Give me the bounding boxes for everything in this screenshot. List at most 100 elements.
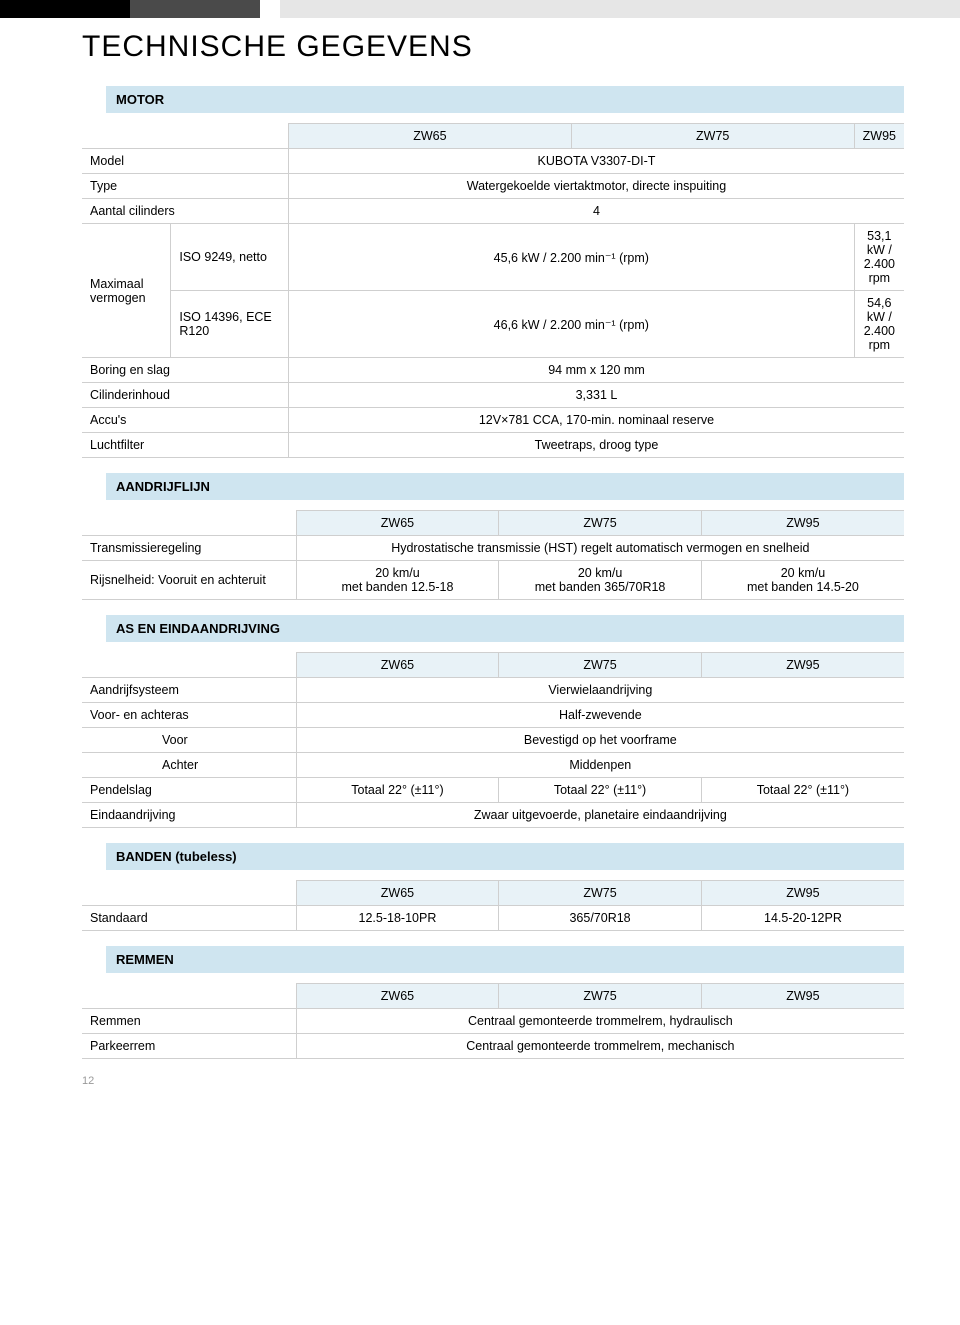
table-row: Achter Middenpen: [82, 753, 904, 778]
row-sublabel: ISO 14396, ECE R120: [171, 291, 289, 358]
row-value: 94 mm x 120 mm: [288, 358, 904, 383]
col-header: ZW75: [499, 881, 702, 906]
col-header: ZW75: [499, 511, 702, 536]
row-label: Pendelslag: [82, 778, 296, 803]
col-header: ZW65: [296, 511, 499, 536]
section-title-aandrijflijn: AANDRIJFLIJN: [106, 473, 904, 500]
row-label: Luchtfilter: [82, 433, 288, 458]
bar-black: [0, 0, 130, 18]
section-title-banden: BANDEN (tubeless): [106, 843, 904, 870]
table-header-row: ZW65 ZW75 ZW95: [82, 124, 904, 149]
table-row: ISO 14396, ECE R120 46,6 kW / 2.200 min⁻…: [82, 291, 904, 358]
row-value: Hydrostatische transmissie (HST) regelt …: [296, 536, 904, 561]
top-decorative-bars: [0, 0, 960, 18]
table-row: Model KUBOTA V3307-DI-T: [82, 149, 904, 174]
row-value: 20 km/umet banden 12.5-18: [296, 561, 499, 600]
row-value: Vierwielaandrijving: [296, 678, 904, 703]
col-header: ZW95: [701, 984, 904, 1009]
table-row: Maximaal vermogen ISO 9249, netto 45,6 k…: [82, 224, 904, 291]
row-value: Centraal gemonteerde trommelrem, mechani…: [296, 1034, 904, 1059]
table-row: Aandrijfsysteem Vierwielaandrijving: [82, 678, 904, 703]
bar-grey-dark: [130, 0, 260, 18]
row-value: 365/70R18: [499, 906, 702, 931]
row-value: 14.5-20-12PR: [701, 906, 904, 931]
col-header: ZW75: [499, 653, 702, 678]
table-aandrijflijn: ZW65 ZW75 ZW95 Transmissieregeling Hydro…: [82, 510, 904, 600]
content: TECHNISCHE GEGEVENS MOTOR ZW65 ZW75 ZW95…: [0, 30, 960, 1059]
row-label: Standaard: [82, 906, 296, 931]
row-value: 3,331 L: [288, 383, 904, 408]
row-value: Zwaar uitgevoerde, planetaire eindaandri…: [296, 803, 904, 828]
row-label: Rijsnelheid: Vooruit en achteruit: [82, 561, 296, 600]
page-title: TECHNISCHE GEGEVENS: [82, 30, 904, 64]
table-row: Luchtfilter Tweetraps, droog type: [82, 433, 904, 458]
page: TECHNISCHE GEGEVENS MOTOR ZW65 ZW75 ZW95…: [0, 0, 960, 1105]
table-row: Cilinderinhoud 3,331 L: [82, 383, 904, 408]
table-row: Accu's 12V×781 CCA, 170-min. nominaal re…: [82, 408, 904, 433]
col-header: ZW95: [701, 653, 904, 678]
row-value: 20 km/umet banden 14.5-20: [701, 561, 904, 600]
row-sublabel: ISO 9249, netto: [171, 224, 289, 291]
row-value: Centraal gemonteerde trommelrem, hydraul…: [296, 1009, 904, 1034]
row-value: Totaal 22° (±11°): [701, 778, 904, 803]
row-value: 53,1 kW / 2.400 rpm: [854, 224, 904, 291]
table-row: Rijsnelheid: Vooruit en achteruit 20 km/…: [82, 561, 904, 600]
row-label: Boring en slag: [82, 358, 288, 383]
table-header-row: ZW65 ZW75 ZW95: [82, 881, 904, 906]
table-row: Type Watergekoelde viertaktmotor, direct…: [82, 174, 904, 199]
row-value: 46,6 kW / 2.200 min⁻¹ (rpm): [288, 291, 854, 358]
row-label: Cilinderinhoud: [82, 383, 288, 408]
table-remmen: ZW65 ZW75 ZW95 Remmen Centraal gemonteer…: [82, 983, 904, 1059]
row-value: 20 km/umet banden 365/70R18: [499, 561, 702, 600]
row-value: Bevestigd op het voorframe: [296, 728, 904, 753]
page-number: 12: [82, 1075, 94, 1087]
row-value: KUBOTA V3307-DI-T: [288, 149, 904, 174]
bar-grey-light: [280, 0, 960, 18]
col-header: ZW95: [854, 124, 904, 149]
row-label: Parkeerrem: [82, 1034, 296, 1059]
col-header: ZW95: [701, 511, 904, 536]
row-label: Remmen: [82, 1009, 296, 1034]
row-value: Half-zwevende: [296, 703, 904, 728]
row-value: 4: [288, 199, 904, 224]
row-value: Totaal 22° (±11°): [296, 778, 499, 803]
table-row: Eindaandrijving Zwaar uitgevoerde, plane…: [82, 803, 904, 828]
col-header: ZW75: [499, 984, 702, 1009]
col-header: ZW65: [296, 984, 499, 1009]
table-row: Pendelslag Totaal 22° (±11°) Totaal 22° …: [82, 778, 904, 803]
table-row: Transmissieregeling Hydrostatische trans…: [82, 536, 904, 561]
table-row: Parkeerrem Centraal gemonteerde trommelr…: [82, 1034, 904, 1059]
row-sublabel: Voor: [82, 728, 296, 753]
table-row: Remmen Centraal gemonteerde trommelrem, …: [82, 1009, 904, 1034]
table-motor: ZW65 ZW75 ZW95 Model KUBOTA V3307-DI-T T…: [82, 123, 904, 458]
section-title-remmen: REMMEN: [106, 946, 904, 973]
col-header: ZW75: [571, 124, 854, 149]
row-sublabel: Achter: [82, 753, 296, 778]
row-label: Type: [82, 174, 288, 199]
row-label: Voor- en achteras: [82, 703, 296, 728]
row-value: 12.5-18-10PR: [296, 906, 499, 931]
section-title-motor: MOTOR: [106, 86, 904, 113]
row-value: Watergekoelde viertaktmotor, directe ins…: [288, 174, 904, 199]
row-value: Totaal 22° (±11°): [499, 778, 702, 803]
row-label: Accu's: [82, 408, 288, 433]
section-title-as: AS EN EINDAANDRIJVING: [106, 615, 904, 642]
table-row: Voor- en achteras Half-zwevende: [82, 703, 904, 728]
table-header-row: ZW65 ZW75 ZW95: [82, 984, 904, 1009]
col-header: ZW65: [296, 653, 499, 678]
table-as: ZW65 ZW75 ZW95 Aandrijfsysteem Vierwiela…: [82, 652, 904, 828]
row-label: Maximaal vermogen: [82, 224, 171, 358]
table-header-row: ZW65 ZW75 ZW95: [82, 653, 904, 678]
row-value: 54,6 kW / 2.400 rpm: [854, 291, 904, 358]
row-label: Model: [82, 149, 288, 174]
row-label: Aandrijfsysteem: [82, 678, 296, 703]
row-value: 45,6 kW / 2.200 min⁻¹ (rpm): [288, 224, 854, 291]
table-row: Standaard 12.5-18-10PR 365/70R18 14.5-20…: [82, 906, 904, 931]
row-label: Transmissieregeling: [82, 536, 296, 561]
table-banden: ZW65 ZW75 ZW95 Standaard 12.5-18-10PR 36…: [82, 880, 904, 931]
col-header: ZW65: [296, 881, 499, 906]
row-value: Middenpen: [296, 753, 904, 778]
col-header: ZW95: [701, 881, 904, 906]
row-label: Aantal cilinders: [82, 199, 288, 224]
row-value: Tweetraps, droog type: [288, 433, 904, 458]
